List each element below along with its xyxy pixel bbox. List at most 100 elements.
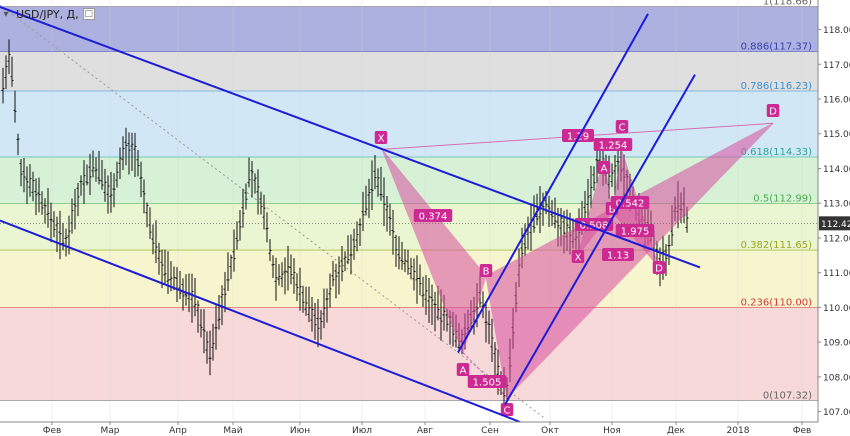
price-tick-label: 114.00 (823, 165, 850, 175)
candle (613, 154, 617, 195)
candle (532, 195, 536, 233)
candle (487, 310, 491, 345)
candle (160, 249, 164, 289)
candle (46, 188, 50, 228)
candle (250, 160, 254, 198)
candle (490, 318, 494, 362)
candle (667, 234, 671, 265)
candle (301, 285, 305, 313)
candle (391, 209, 395, 255)
fib-band (0, 51, 818, 91)
candle (304, 286, 308, 316)
candle (112, 173, 116, 208)
candle (82, 160, 86, 205)
candle (592, 166, 596, 191)
candle (355, 221, 359, 252)
candle (115, 161, 119, 188)
point-x-label: X (374, 131, 388, 145)
candle (325, 288, 329, 323)
candle (664, 244, 668, 276)
candle (430, 284, 434, 325)
pattern-label-text: 0.508 (580, 221, 609, 232)
candle (241, 188, 245, 228)
channel-lines (0, 6, 701, 423)
candle (259, 191, 263, 215)
pattern-label-text: C (504, 406, 511, 417)
candle (109, 171, 113, 213)
candle (217, 295, 221, 330)
candle (361, 191, 365, 232)
price-tick-label: 108.00 (823, 373, 850, 383)
fib-label: 0.618(114.33) (741, 147, 813, 158)
candle (493, 342, 497, 381)
candle (340, 246, 344, 282)
candle (7, 39, 11, 75)
pattern-label-box (597, 161, 611, 174)
candle (256, 169, 260, 215)
point-c-label: C (500, 403, 514, 417)
candle (22, 158, 26, 193)
candle (295, 273, 299, 302)
pattern-label-text: C (619, 123, 626, 134)
pattern-label-text: 1.254 (599, 141, 628, 152)
candle (421, 276, 425, 307)
candle (379, 166, 383, 201)
candle (283, 257, 287, 295)
candle (403, 249, 407, 273)
candle (415, 255, 419, 304)
candle (124, 127, 128, 166)
price-tick-label: 115.00 (823, 130, 850, 140)
price-tick-label: 117.00 (823, 61, 850, 71)
point-a-label: A (456, 363, 470, 377)
candle (166, 251, 170, 294)
price-tick-label: 110.00 (823, 304, 850, 314)
candle (484, 301, 488, 343)
candle (208, 330, 212, 376)
candle (364, 185, 368, 216)
ratio-label-3: 0.508 (574, 218, 614, 232)
pattern-label-text: A (601, 164, 608, 175)
candle (274, 257, 278, 301)
time-tick-label: Июн (290, 426, 310, 436)
time-axis: Фев Мар Апр Май Июн Июл Авг Сен Окт Ноя Дек 2018 Фев (0, 421, 850, 436)
candle (343, 251, 347, 272)
settings-box-icon[interactable]: □ (82, 8, 95, 20)
candle (142, 179, 146, 214)
candle (94, 157, 98, 182)
point-d-label: D (766, 104, 780, 118)
candle (253, 173, 257, 194)
small-point-d-label: D (652, 261, 666, 275)
pattern-label-box (456, 363, 470, 376)
candle (418, 264, 422, 296)
candle (247, 157, 251, 188)
channel-lower (0, 219, 521, 423)
candle (427, 277, 431, 323)
candle (589, 165, 593, 209)
price-tick-label: 109.00 (823, 339, 850, 349)
pattern-label-box (479, 264, 493, 277)
pattern-label-box (571, 250, 585, 263)
candle (352, 228, 356, 260)
fib-label: 0(107.32) (763, 390, 812, 401)
candle (538, 186, 542, 234)
candle (196, 300, 200, 333)
candle (25, 166, 29, 204)
candle (226, 252, 230, 292)
candle (37, 177, 41, 213)
pattern-label-box (574, 218, 614, 231)
pattern-label-box (413, 209, 453, 222)
current-price-badge: 112.42 (819, 216, 850, 231)
candle (388, 203, 392, 236)
time-tick-label: Фев (43, 426, 62, 436)
pattern-label-text: 1.975 (621, 227, 650, 238)
pattern-label-text: B (609, 205, 616, 216)
pattern-label-box (467, 375, 507, 388)
collapse-icon[interactable]: ▾ (3, 8, 9, 20)
pattern-label-text: 0.542 (616, 199, 645, 210)
candle (313, 302, 317, 340)
point-b-label: B (479, 264, 493, 278)
candle (337, 256, 341, 295)
instrument-title[interactable]: USD/JPY, Д, (16, 7, 79, 21)
